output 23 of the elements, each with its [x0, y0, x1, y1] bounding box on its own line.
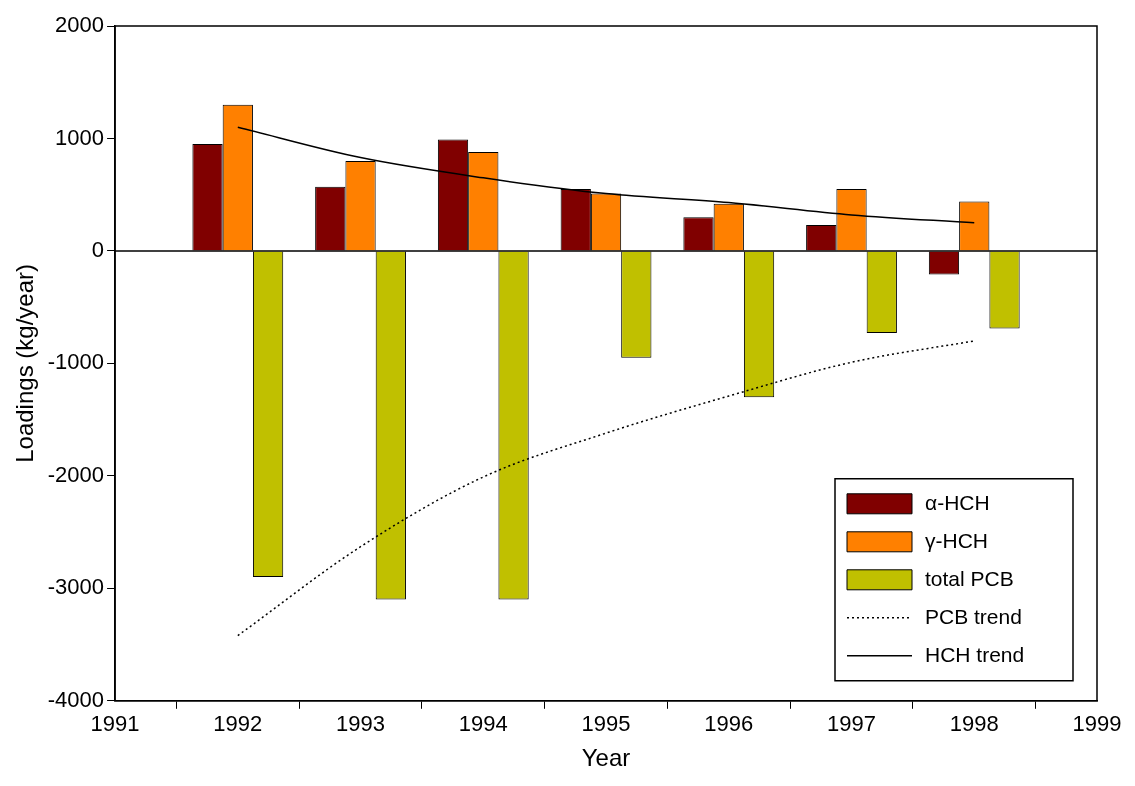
x-tick-label: 1999 — [1072, 711, 1122, 737]
x-tick-label: 1995 — [581, 711, 631, 737]
y-tick-label: -2000 — [47, 461, 105, 487]
x-tick-label: 1991 — [90, 711, 140, 737]
y-tick-label: 2000 — [55, 12, 105, 38]
y-axis-title: Loadings (kg/year) — [11, 264, 39, 463]
y-tick-label: -4000 — [47, 686, 105, 712]
legend-label: α-HCH — [925, 490, 990, 514]
x-axis-title: Year — [581, 744, 631, 772]
y-tick-label: -1000 — [47, 349, 105, 375]
x-tick-label: 1996 — [704, 711, 754, 737]
legend-label: total PCB — [925, 566, 1014, 590]
y-tick-label: 0 — [91, 237, 105, 262]
y-tick-label: -3000 — [47, 574, 105, 600]
legend-label: HCH trend — [925, 642, 1025, 666]
y-tick-label: 1000 — [55, 124, 105, 150]
legend-label: γ-HCH — [925, 528, 988, 552]
x-tick-label: 1992 — [213, 711, 263, 737]
x-tick-label: 1994 — [458, 711, 508, 737]
legend-label: PCB trend — [925, 604, 1022, 628]
x-tick-label: 1998 — [949, 711, 999, 737]
x-tick-label: 1993 — [336, 711, 386, 737]
x-tick-label: 1997 — [827, 711, 876, 737]
